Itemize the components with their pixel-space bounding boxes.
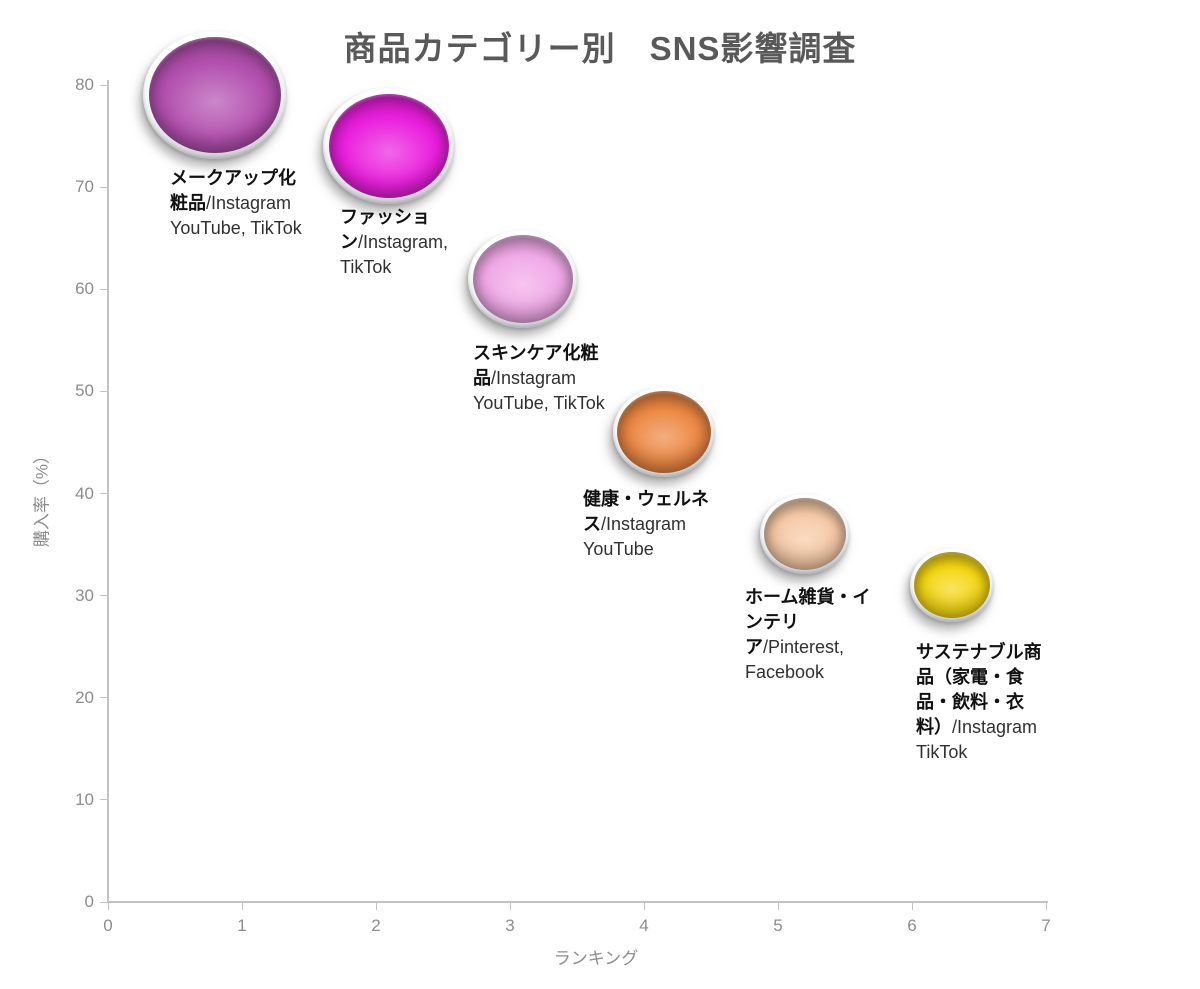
y-tick-mark <box>100 493 108 494</box>
x-tick-label: 7 <box>1041 916 1051 935</box>
y-tick-label: 20 <box>75 687 94 707</box>
platforms-text: /Instagram TikTok <box>916 717 1038 762</box>
platforms-text: /Instagram, TikTok <box>340 232 449 277</box>
bubble-label-1: メークアップ化粧品/Instagram YouTube, TikTok <box>170 166 310 241</box>
y-tick-label: 60 <box>75 279 94 299</box>
y-tick-label: 30 <box>75 585 94 605</box>
x-tick-mark <box>375 902 377 910</box>
bubble-surface <box>617 391 712 474</box>
x-axis-title: ランキング <box>553 949 639 968</box>
x-tick-label: 3 <box>505 916 515 935</box>
x-tick-mark <box>911 902 913 910</box>
x-tick-label: 6 <box>907 916 917 935</box>
y-tick-label: 10 <box>75 789 94 809</box>
platforms-text: /Instagram YouTube, TikTok <box>473 368 605 413</box>
y-tick-mark <box>100 595 108 597</box>
x-tick-mark <box>643 902 645 910</box>
platforms-text: /Pinterest, Facebook <box>745 637 845 682</box>
bubble-surface <box>763 498 846 571</box>
platforms-text: /Instagram YouTube <box>583 514 687 559</box>
y-tick-label: 0 <box>84 892 94 911</box>
bubble-surface <box>149 37 282 154</box>
bubble-3 <box>468 230 579 329</box>
bubble-label-5: ホーム雑貨・インテリア/Pinterest, Facebook <box>745 585 887 685</box>
y-tick-mark <box>100 84 108 86</box>
bubble-label-2: ファッション/Instagram, TikTok <box>340 205 480 280</box>
bubble-4 <box>613 387 716 478</box>
y-tick-mark <box>100 186 108 188</box>
bubble-surface <box>914 552 991 619</box>
bubble-label-6: サステナブル商品（家電・食品・飲料・衣料）/Instagram TikTok <box>916 640 1058 765</box>
x-tick-label: 0 <box>103 916 113 935</box>
y-tick-label: 80 <box>75 75 94 94</box>
x-tick-label: 4 <box>639 916 649 935</box>
x-tick-mark <box>1045 902 1047 910</box>
category-name: 健康・ウェルネス <box>583 489 709 534</box>
y-tick-label: 40 <box>75 483 94 503</box>
category-name: ファッション <box>340 207 430 252</box>
y-axis-line <box>107 80 109 903</box>
y-tick-mark <box>100 799 108 801</box>
x-tick-label: 5 <box>773 916 783 935</box>
chart-title: 商品カテゴリー別 SNS影響調査 <box>343 30 857 67</box>
x-tick-mark <box>777 902 779 910</box>
y-tick-mark <box>100 390 108 392</box>
y-tick-mark <box>100 697 108 699</box>
bubble-5 <box>759 494 850 575</box>
category-name: メークアップ化粧品 <box>170 168 296 213</box>
x-axis-line <box>108 901 1048 903</box>
bubble-6 <box>910 548 995 623</box>
x-tick-mark <box>509 902 511 910</box>
y-tick-mark <box>100 901 108 903</box>
x-tick-mark <box>241 902 243 910</box>
bubble-2 <box>323 88 456 205</box>
bubble-label-4: 健康・ウェルネス/Instagram YouTube <box>583 487 723 562</box>
bubble-surface <box>329 94 450 199</box>
bubble-label-3: スキンケア化粧品/Instagram YouTube, TikTok <box>473 341 613 416</box>
y-tick-label: 50 <box>75 381 94 401</box>
bubble-surface <box>473 235 574 324</box>
platforms-text: /Instagram YouTube, TikTok <box>170 193 302 238</box>
y-axis-title: 購入率（%） <box>32 446 52 548</box>
y-tick-mark <box>100 288 108 290</box>
category-name: ホーム雑貨・インテリア <box>745 587 871 657</box>
category-name: サステナブル商品（家電・食品・飲料・衣料） <box>916 642 1042 737</box>
x-tick-label: 1 <box>237 916 247 935</box>
x-tick-label: 2 <box>371 916 381 935</box>
category-name: スキンケア化粧品 <box>473 343 599 388</box>
y-tick-label: 70 <box>75 177 94 197</box>
x-tick-mark <box>107 902 109 910</box>
bubble-1 <box>143 31 288 160</box>
